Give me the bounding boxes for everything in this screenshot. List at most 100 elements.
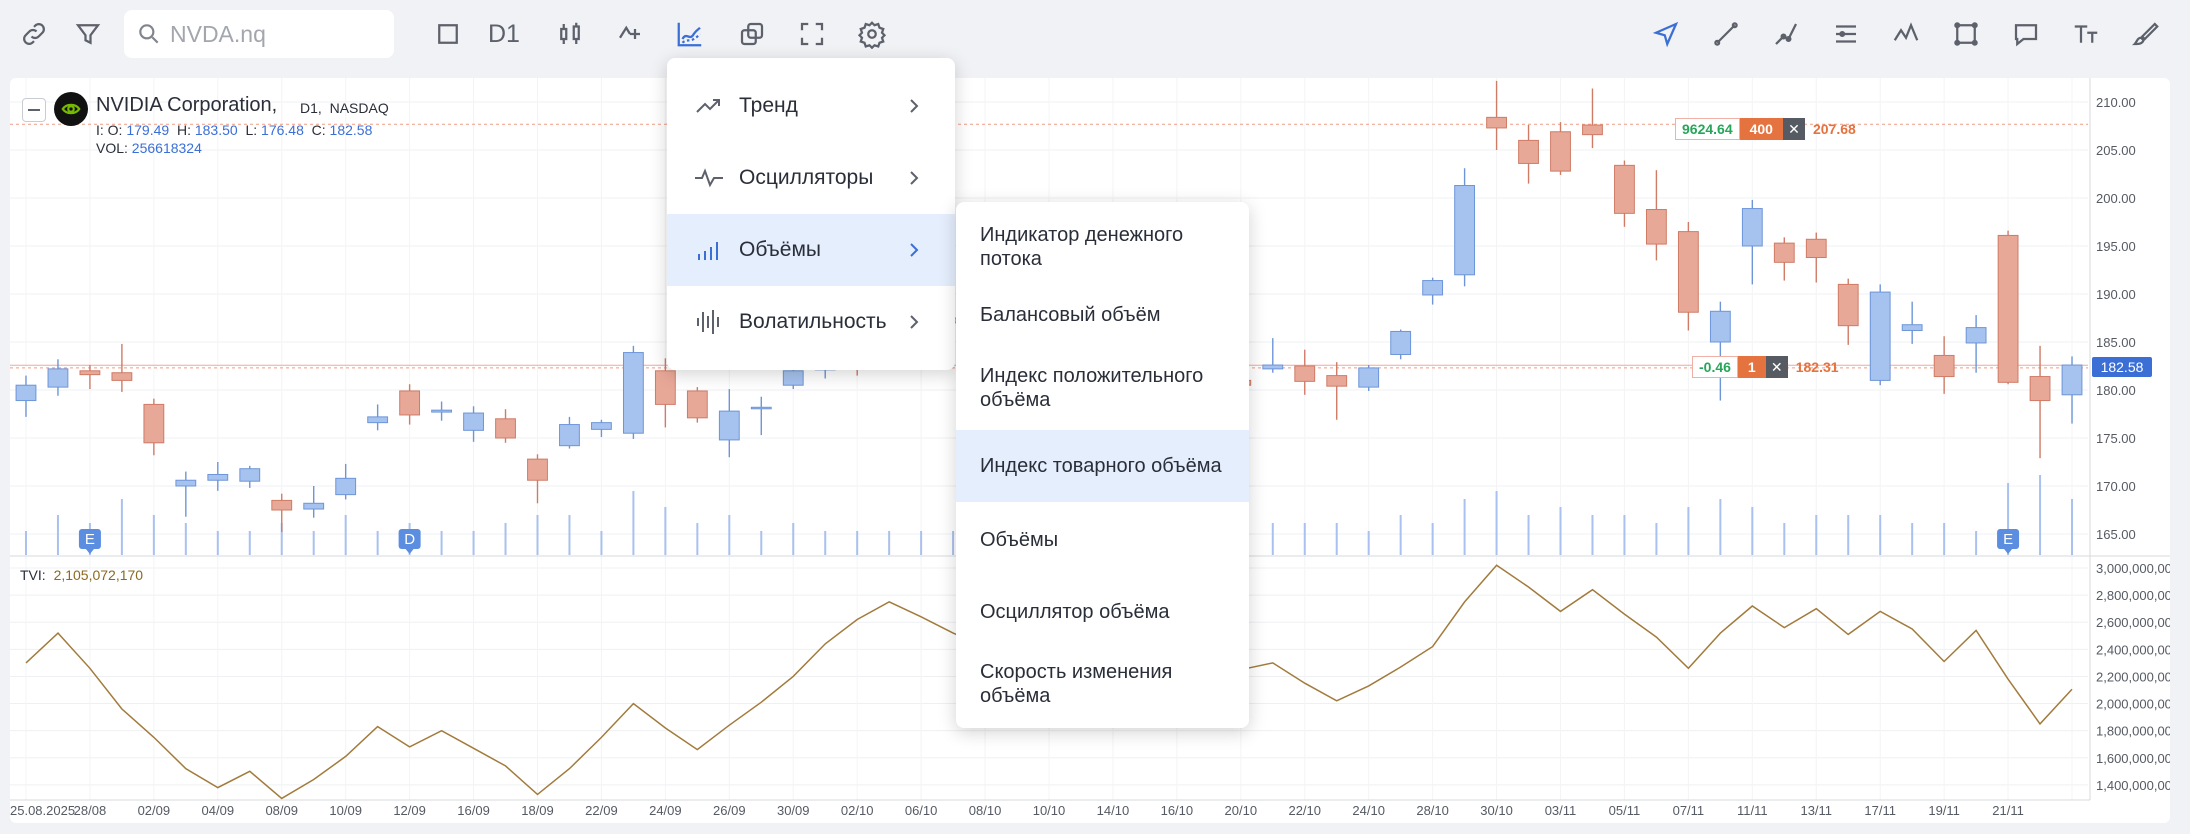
time-tick-label: 03/11	[1545, 803, 1577, 818]
volume-bar	[1335, 523, 1338, 555]
candle	[2061, 356, 2083, 424]
candle-body	[1933, 354, 1955, 378]
submenu-item-obv[interactable]: Балансовый объём	[956, 286, 1249, 344]
close-icon[interactable]: ✕	[1765, 356, 1788, 378]
time-tick-label: 22/10	[1288, 803, 1321, 818]
price-axis-labels: 210.00 205.00 200.00 195.00 190.00 185.00 180.…	[2096, 95, 2136, 542]
cursor-icon[interactable]	[1646, 14, 1686, 54]
candle	[463, 406, 484, 442]
candle	[1997, 230, 2019, 385]
time-tick-label: 30/10	[1480, 803, 1513, 818]
price-tick-label: 180.00	[2096, 383, 2136, 398]
candle-body	[1869, 291, 1891, 381]
symbol-meta: D1, NASDAQ	[300, 100, 389, 116]
volume-bar	[1815, 515, 1818, 555]
candle	[1390, 329, 1412, 360]
high-label: H:	[176, 122, 191, 138]
chevron-right-icon	[910, 243, 919, 257]
candle-body	[2061, 364, 2083, 396]
volume-bar	[216, 531, 219, 555]
candles-icon[interactable]	[550, 14, 590, 54]
time-tick-label: 05/11	[1609, 803, 1641, 818]
candle	[718, 389, 740, 458]
candle	[1646, 170, 1667, 261]
compare-icon[interactable]	[732, 14, 772, 54]
candle	[1901, 301, 1923, 344]
candle	[399, 384, 421, 425]
candle-body	[718, 410, 740, 441]
candle-body	[1773, 242, 1795, 263]
volume-bar	[1399, 515, 1402, 555]
line-icon[interactable]	[1706, 14, 1746, 54]
tvi-tick-label: 2,600,000,000	[2096, 615, 2170, 630]
ohlc-values: I: O: 179.49 H: 183.50 L: 176.48 C: 182.…	[96, 122, 372, 138]
submenu-item-label: Балансовый объём	[980, 304, 1161, 326]
menu-item-volumes[interactable]: Объёмы	[667, 214, 955, 286]
rectangle-icon[interactable]	[1946, 14, 1986, 54]
indicator-category-menu: Тренд Осцилляторы Объёмы Волатильность	[667, 58, 955, 370]
wave-icon[interactable]	[1886, 14, 1926, 54]
order-tag[interactable]: 9624.64 400 ✕ 207.68	[1675, 118, 1856, 140]
price-tick-label: 185.00	[2096, 335, 2136, 350]
candle	[1965, 315, 1987, 373]
candle-body	[1486, 116, 1507, 129]
menu-item-label: Объёмы	[739, 238, 822, 261]
close-icon[interactable]: ✕	[1782, 118, 1805, 140]
comment-icon[interactable]	[2006, 14, 2046, 54]
volume-bar	[1719, 499, 1722, 555]
position-tag[interactable]: -0.46 1 ✕ 182.31	[1692, 356, 1839, 378]
candle-body	[367, 416, 389, 424]
candle	[143, 398, 165, 456]
candle-body	[782, 370, 804, 386]
candle-body	[622, 352, 644, 434]
event-marker-label: E	[2003, 531, 2013, 548]
event-marker-box	[398, 529, 421, 549]
filter-icon[interactable]	[68, 14, 108, 54]
candle-body	[143, 403, 165, 444]
open-value: 179.49	[126, 122, 170, 138]
volume-bar	[632, 491, 635, 555]
search-input[interactable]	[168, 19, 392, 49]
candle-body	[1358, 367, 1380, 388]
position-count: 1	[1737, 356, 1766, 378]
time-tick-label: 25.08.2025	[10, 803, 75, 818]
gear-icon[interactable]	[852, 14, 892, 54]
text-icon[interactable]	[2066, 14, 2106, 54]
event-marker-box	[78, 529, 101, 549]
fullscreen-icon[interactable]	[792, 14, 832, 54]
menu-item-volatility[interactable]: Волатильность	[667, 286, 955, 358]
submenu-item-volume-oscillator[interactable]: Осциллятор объёма	[956, 578, 1249, 646]
volume-bar	[312, 531, 315, 555]
brush-icon[interactable]	[2126, 14, 2166, 54]
menu-item-oscillators[interactable]: Осцилляторы	[667, 142, 955, 214]
candle	[1358, 365, 1380, 391]
menu-item-trend[interactable]: Тренд	[667, 70, 955, 142]
add-indicator-icon[interactable]	[610, 14, 650, 54]
indicators-icon[interactable]	[670, 14, 710, 54]
collapse-legend-button[interactable]	[22, 98, 46, 122]
submenu-item-tvi[interactable]: Индекс товарного объёма	[956, 430, 1249, 502]
volume-bar	[1591, 515, 1594, 555]
candle	[622, 345, 644, 439]
fibonacci-icon[interactable]	[1826, 14, 1866, 54]
candle	[686, 387, 708, 423]
square-icon[interactable]	[428, 14, 468, 54]
submenu-item-volumes[interactable]: Объёмы	[956, 506, 1249, 574]
timeframe-button[interactable]: D1	[488, 19, 520, 48]
volume-bar	[1783, 523, 1786, 555]
submenu-item-money-flow[interactable]: Индикатор денежного потока	[956, 212, 1249, 282]
link-icon[interactable]	[14, 14, 54, 54]
submenu-item-pvi[interactable]: Индекс положительного объёма	[956, 348, 1249, 428]
volume-bar	[280, 523, 283, 555]
symbol-search[interactable]	[124, 10, 394, 58]
submenu-item-volume-roc[interactable]: Скорость изменения объёма	[956, 648, 1249, 720]
candle-body	[1262, 364, 1284, 370]
legend-exchange: NASDAQ	[329, 100, 389, 116]
submenu-item-label: Объёмы	[980, 529, 1059, 551]
polyline-icon[interactable]	[1766, 14, 1806, 54]
top-toolbar: D1	[0, 0, 2190, 70]
time-tick-label: 20/10	[1225, 803, 1258, 818]
candle	[1326, 362, 1348, 420]
oscillator-icon	[695, 168, 723, 188]
candle	[654, 358, 676, 428]
